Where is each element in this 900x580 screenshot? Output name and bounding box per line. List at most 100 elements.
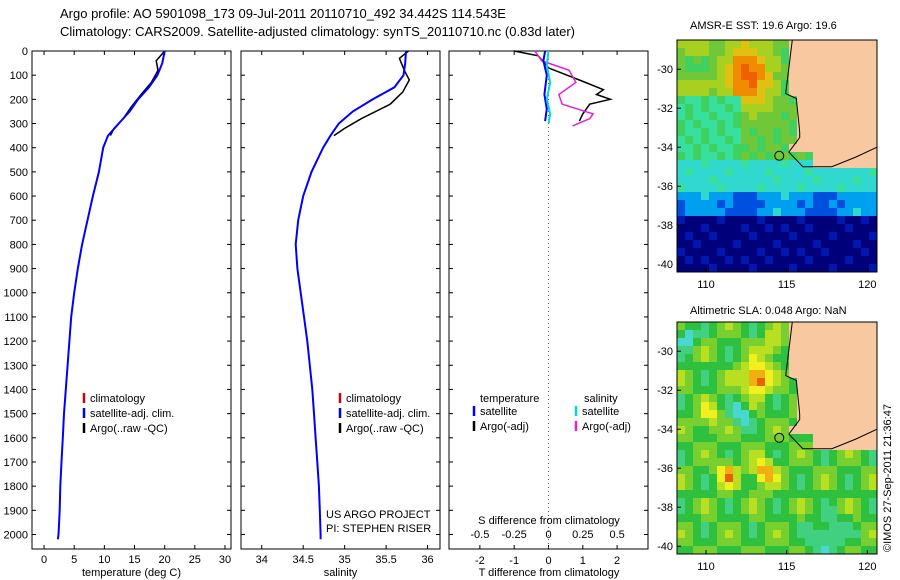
sla-map-cell <box>869 418 877 426</box>
sst-map-cell <box>829 128 837 136</box>
sst-map-cell <box>837 208 845 216</box>
sla-map-cell <box>861 514 869 522</box>
sal-xlabel: salinity <box>324 567 358 579</box>
sst-map-cell <box>781 120 789 128</box>
sla-map-cell <box>677 530 685 538</box>
sst-map-cell <box>677 200 685 208</box>
sla-map-cell <box>717 450 725 458</box>
sla-map-cell <box>749 474 757 482</box>
sst-map-cell <box>813 88 821 96</box>
sla-map-cell <box>829 506 837 514</box>
sst-map-cell <box>741 136 749 144</box>
sla-map-cell <box>685 346 693 354</box>
sla-map-cell <box>837 330 845 338</box>
sla-map-cell <box>749 546 757 554</box>
sst-map-cell <box>797 208 805 216</box>
sst-map-cell <box>797 120 805 128</box>
sla-map-cell <box>701 338 709 346</box>
sla-map-cell <box>805 458 813 466</box>
sst-map-cell <box>677 208 685 216</box>
diff-xtick-label: 2 <box>614 555 620 567</box>
sla-map-cell <box>693 546 701 554</box>
sla-map-cell <box>837 442 845 450</box>
sla-map-title: Altimetric SLA: 0.048 Argo: NaN <box>690 305 847 317</box>
sst-map-cell <box>725 232 733 240</box>
sla-map-cell <box>685 474 693 482</box>
sst-map-cell <box>749 208 757 216</box>
sla-map-cell <box>869 402 877 410</box>
sla-map-cell <box>701 346 709 354</box>
sla-map-cell <box>701 450 709 458</box>
temp-ytick-label: 300 <box>10 119 28 131</box>
sst-map-cell <box>685 168 693 176</box>
sla-map-cell <box>805 394 813 402</box>
sst-map-cell <box>741 216 749 224</box>
sst-map-cell <box>677 48 685 56</box>
diff-temp-argo-line <box>514 50 613 122</box>
sla-map-cell <box>829 410 837 418</box>
sla-map-cell <box>773 330 781 338</box>
sst-map-cell <box>805 120 813 128</box>
sst-map-cell <box>805 192 813 200</box>
sst-map-cell <box>829 216 837 224</box>
sla-map-cell <box>693 442 701 450</box>
sst-map-cell <box>717 264 725 272</box>
sst-map-cell <box>717 184 725 192</box>
sst-map-cell <box>741 56 749 64</box>
sst-map-cell <box>805 224 813 232</box>
temp-xlabel: temperature (deg C) <box>82 567 181 579</box>
sst-map-cell <box>845 208 853 216</box>
sla-map-cell <box>821 442 829 450</box>
sst-map-cell <box>773 152 781 160</box>
sla-map-cell <box>757 362 765 370</box>
sst-map-cell <box>757 48 765 56</box>
sst-map-cell <box>693 224 701 232</box>
sst-map-cell <box>749 80 757 88</box>
sla-map-cell <box>685 394 693 402</box>
sla-map-cell <box>869 362 877 370</box>
sla-map-cell <box>781 466 789 474</box>
sla-map-cell <box>805 346 813 354</box>
sst-map-cell <box>821 48 829 56</box>
sst-map-cell <box>797 200 805 208</box>
sla-map-cell <box>797 506 805 514</box>
sla-map-cell <box>749 322 757 330</box>
sla-map-cell <box>773 498 781 506</box>
sla-map-cell <box>685 322 693 330</box>
temp-xtick-label: 25 <box>189 554 201 566</box>
sst-map-cell <box>869 160 877 168</box>
sla-map-cell <box>725 386 733 394</box>
sst-map-cell <box>821 112 829 120</box>
sla-map-cell <box>781 354 789 362</box>
sst-map-cell <box>725 184 733 192</box>
sla-map-cell <box>741 426 749 434</box>
sst-map-cell <box>725 136 733 144</box>
sla-map-cell <box>693 410 701 418</box>
sst-map-cell <box>725 216 733 224</box>
sla-map-cell <box>869 434 877 442</box>
sst-map-cell <box>709 224 717 232</box>
sla-map-cell <box>693 506 701 514</box>
sst-map-cell <box>845 136 853 144</box>
sst-map-cell <box>741 128 749 136</box>
sla-map-cell <box>853 426 861 434</box>
temp-ytick-label: 700 <box>10 215 28 227</box>
sla-map-cell <box>765 338 773 346</box>
sla-map-cell <box>813 346 821 354</box>
sla-map-cell <box>685 530 693 538</box>
sla-map-cell <box>685 378 693 386</box>
sst-map-cell <box>685 40 693 48</box>
sst-map-cell <box>821 192 829 200</box>
sst-map-cell <box>685 96 693 104</box>
sst-map-cell <box>813 160 821 168</box>
sal-legend-0-label: climatology <box>346 393 402 405</box>
sla-map-cell <box>693 530 701 538</box>
sst-map-cell <box>773 192 781 200</box>
sst-map-cell <box>757 104 765 112</box>
sst-map-cell <box>805 256 813 264</box>
sla-map-cell <box>821 450 829 458</box>
sla-map-cell <box>797 522 805 530</box>
sst-map-cell <box>829 240 837 248</box>
sst-map-cell <box>757 152 765 160</box>
sst-map-cell <box>693 232 701 240</box>
